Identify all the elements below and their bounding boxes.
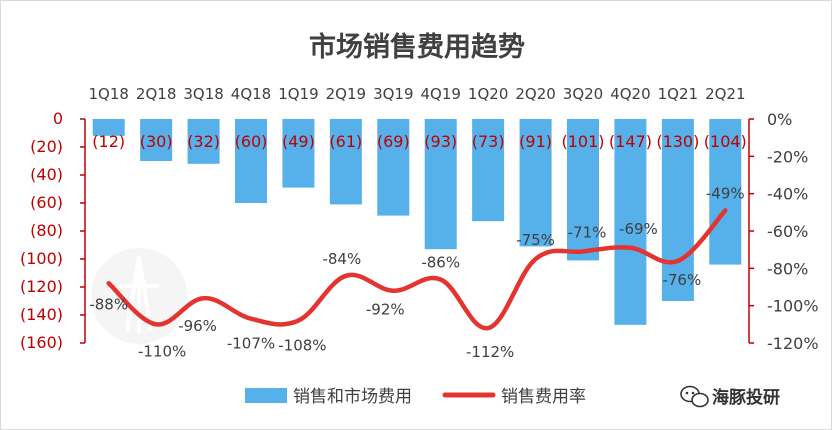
category-label: 4Q19 [420, 85, 460, 103]
background-logo-icon [91, 248, 187, 344]
rate-value-label: -110% [138, 342, 186, 360]
wechat-icon [680, 385, 709, 408]
rate-value-label: -76% [662, 271, 701, 289]
bar-value-label: (61) [329, 132, 362, 151]
rate-value-label: -49% [706, 184, 745, 202]
left-axis-tick-label: (40) [30, 165, 63, 184]
rate-value-label: -92% [366, 301, 405, 319]
category-label: 3Q20 [563, 85, 603, 103]
left-axis-tick-label: (140) [20, 305, 63, 324]
bar-value-label: (49) [282, 132, 315, 151]
rate-value-label: -69% [619, 220, 658, 238]
category-label: 4Q18 [231, 85, 271, 103]
watermark-text: 海豚投研 [712, 387, 780, 408]
bar [140, 119, 173, 161]
category-label: 1Q20 [468, 85, 508, 103]
bar-value-label: (147) [609, 132, 652, 151]
rate-value-label: -71% [568, 224, 607, 242]
left-axis-tick-label: (120) [20, 277, 63, 296]
bar [661, 119, 694, 301]
right-axis-tick-label: -80% [767, 259, 808, 278]
bar [424, 119, 457, 250]
category-label: 3Q18 [183, 85, 223, 103]
watermark: 海豚投研 [680, 385, 780, 408]
right-axis-tick-label: -40% [767, 185, 808, 204]
bar [329, 119, 362, 205]
right-axis-tick-label: -120% [767, 334, 819, 353]
rate-value-label: -96% [178, 317, 217, 335]
bar [282, 119, 315, 188]
category-label: 2Q20 [515, 85, 555, 103]
bar-value-label: (73) [472, 132, 505, 151]
bar-value-labels: (12) (30) (32) (60) (49) (61) (69) (93) (73) (91)… [92, 132, 747, 151]
category-label: 2Q19 [326, 85, 366, 103]
rate-value-label: -84% [322, 250, 361, 268]
right-axis-tick-label: -20% [767, 147, 808, 166]
left-axis-tick-label: (60) [30, 193, 63, 212]
rate-line [106, 208, 728, 331]
left-axis-tick-label: (160) [20, 333, 63, 352]
category-label: 4Q20 [610, 85, 650, 103]
category-label: 2Q18 [136, 85, 176, 103]
bar [92, 119, 125, 136]
category-label: 1Q19 [278, 85, 318, 103]
left-axis-tick-label: (80) [30, 221, 63, 240]
bar-value-label: (93) [424, 132, 457, 151]
rate-value-label: -108% [278, 337, 326, 355]
left-axis-tick-label: 0 [53, 109, 63, 128]
bar-value-label: (32) [187, 132, 220, 151]
rate-value-label: -75% [516, 231, 555, 249]
left-axis-tick-label: (100) [20, 249, 63, 268]
legend-bar-label: 销售和市场费用 [293, 387, 412, 407]
bar [377, 119, 410, 216]
bar-value-label: (130) [656, 132, 699, 151]
bar [614, 119, 647, 325]
category-label: 3Q19 [373, 85, 413, 103]
bar-value-label: (30) [140, 132, 173, 151]
right-axis-tick-label: -100% [767, 297, 819, 316]
bar [519, 119, 552, 247]
bar-value-label: (12) [92, 132, 125, 151]
line-series [106, 208, 728, 331]
right-axis: 0% -20% -40% -60% -80% -100% -120% [748, 110, 819, 353]
bar-value-label: (104) [704, 132, 747, 151]
line-value-labels: -88% -110% -96% -107% -108% -84% -92% -86% -112%… [89, 184, 744, 361]
category-label: 2Q21 [705, 85, 745, 103]
legend-bar-swatch [245, 388, 287, 403]
bar [235, 119, 267, 203]
rate-value-label: -86% [421, 254, 460, 272]
category-labels: 1Q18 2Q18 3Q18 4Q18 1Q19 2Q19 3Q19 4Q19 1Q20 2Q20… [88, 85, 745, 103]
bar [472, 119, 505, 222]
category-label: 1Q21 [658, 85, 698, 103]
right-axis-tick-label: -60% [767, 222, 808, 241]
rate-value-label: -112% [466, 343, 514, 361]
rate-value-label: -107% [227, 335, 275, 353]
bar [187, 119, 220, 164]
bar [567, 119, 599, 261]
bar-value-label: (101) [561, 132, 604, 151]
bar-value-label: (91) [519, 132, 552, 151]
legend: 销售和市场费用 销售费用率 [245, 387, 586, 407]
bar-value-label: (60) [235, 132, 268, 151]
bar [709, 119, 742, 265]
left-axis-tick-label: (20) [30, 137, 63, 156]
right-axis-tick-label: 0% [767, 110, 792, 129]
legend-line-label: 销售费用率 [501, 387, 586, 407]
bar-series [92, 119, 742, 325]
category-label: 1Q18 [88, 85, 128, 103]
bar-value-label: (69) [377, 132, 410, 151]
left-axis: 0 (20) (40) (60) (80) (100) (120) (140) (160) [20, 109, 86, 352]
chart-title: 市场销售费用趋势 [309, 31, 525, 63]
rate-value-label: -88% [89, 295, 128, 313]
